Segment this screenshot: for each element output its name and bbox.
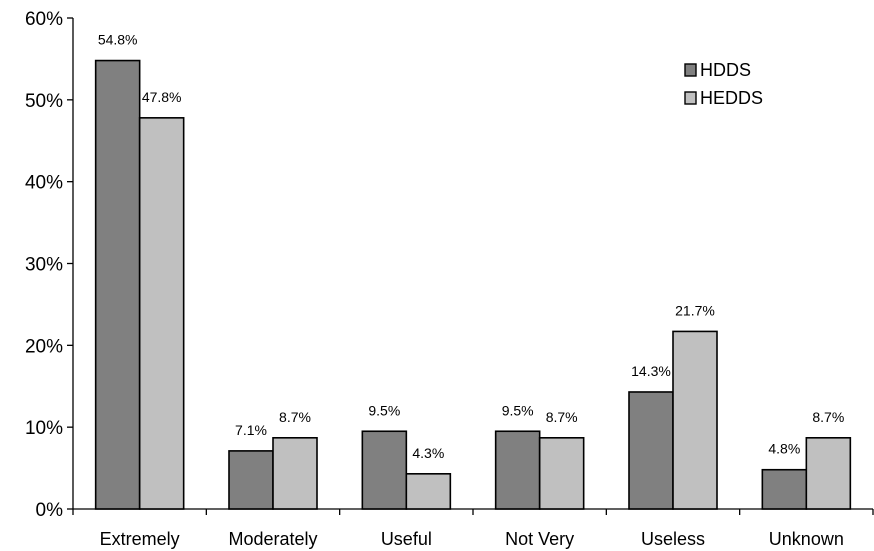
bar-hdds (361, 430, 408, 510)
data-label: 8.7% (279, 409, 311, 425)
data-label: 9.5% (368, 402, 400, 418)
bar-hdds (494, 430, 541, 510)
y-tick-label: 0% (36, 500, 64, 521)
y-tick-label: 50% (25, 91, 63, 112)
bar-hdds (94, 59, 141, 510)
bar-hedds (672, 330, 718, 510)
x-category-label: Not Very (505, 529, 574, 549)
y-tick-label: 40% (25, 173, 63, 194)
x-category-label: Extremely (100, 529, 180, 549)
x-category-label: Moderately (228, 529, 317, 549)
bar-hedds (272, 437, 318, 510)
bar-hedds (138, 117, 185, 510)
legend-swatch-hdds (684, 63, 697, 77)
x-category-label: Unknown (769, 529, 844, 549)
x-category-label: Useless (641, 529, 705, 549)
y-tick-label: 10% (25, 418, 63, 439)
bar-hedds (405, 473, 452, 510)
bar-hdds (628, 391, 674, 510)
y-tick-label: 20% (25, 336, 63, 357)
y-tick-label: 60% (25, 9, 63, 30)
data-label: 14.3% (631, 363, 671, 379)
legend-swatch-hedds (684, 91, 697, 105)
x-category-label: Useful (381, 529, 432, 549)
data-label: 7.1% (235, 422, 267, 438)
data-label: 8.7% (812, 409, 844, 425)
y-tick-label: 30% (25, 255, 63, 276)
data-label: 4.8% (768, 441, 800, 457)
legend-label-hdds: HDDS (700, 60, 751, 80)
legend-label-hedds: HEDDS (700, 88, 763, 108)
data-label: 4.3% (412, 445, 444, 461)
data-label: 21.7% (675, 302, 715, 318)
data-label: 9.5% (502, 402, 534, 418)
data-label: 47.8% (142, 89, 182, 105)
bar-hedds (538, 437, 585, 510)
data-label: 54.8% (98, 32, 138, 48)
bar-hedds (805, 437, 852, 510)
bar-hdds (228, 450, 274, 510)
data-label: 8.7% (546, 409, 578, 425)
bar-hdds (761, 468, 808, 510)
